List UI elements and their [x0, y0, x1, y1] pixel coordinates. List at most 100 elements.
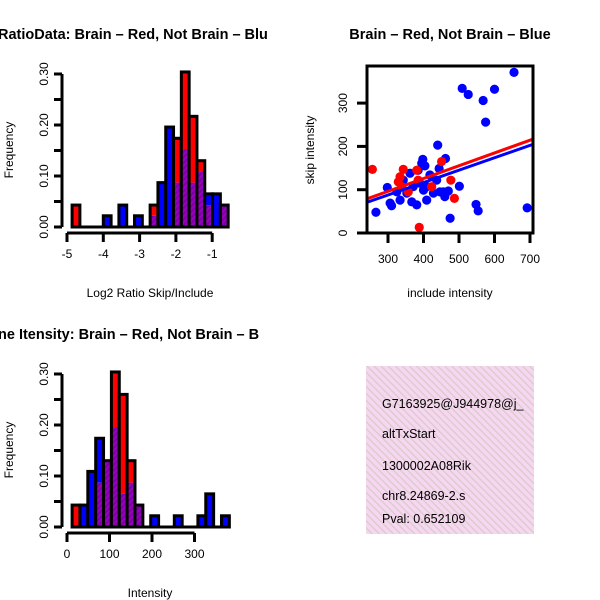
x-tick-label: -3 — [134, 247, 145, 261]
bar-outline — [172, 514, 184, 529]
point-not-brain — [478, 95, 488, 106]
bar-overlap — [135, 505, 143, 527]
point-brain — [412, 165, 422, 175]
chart-title: ne Itensity: Brain – Red, Not Brain – B — [0, 327, 259, 343]
point-not-brain — [371, 207, 381, 217]
point-brain — [446, 175, 456, 185]
bar-overlap — [111, 427, 120, 527]
bar-overlap — [119, 493, 128, 527]
y-axis-label: Frequency — [2, 422, 16, 479]
point-not-brain — [407, 197, 417, 207]
histogram-bars — [70, 70, 230, 229]
bar-not-brain — [95, 438, 104, 483]
bar-brain — [189, 116, 197, 183]
bar-overlap — [103, 460, 112, 527]
point-not-brain — [433, 140, 443, 150]
bar-not-brain — [205, 493, 214, 527]
bar-overlap — [220, 205, 229, 227]
point-brain — [449, 193, 459, 203]
info-pval: Pval: 0.652109 — [382, 512, 465, 526]
info-line-location: chr8.24869-2.s — [382, 489, 465, 503]
bar-overlap — [150, 215, 158, 227]
info-line-gene: 1300002A08Rik — [382, 459, 472, 473]
y-tick-label: 0.20 — [37, 113, 51, 137]
y-tick-label: 0.00 — [37, 215, 51, 239]
bar-not-brain — [87, 471, 96, 527]
point-not-brain — [417, 158, 427, 168]
bar-not-brain — [165, 127, 174, 227]
point-not-brain — [422, 195, 432, 205]
point-not-brain — [445, 213, 455, 223]
point-brain — [414, 222, 424, 232]
bar-not-brain — [157, 182, 166, 227]
bar-brain — [72, 505, 80, 527]
bar-brain — [72, 205, 80, 227]
point-not-brain — [481, 117, 491, 127]
histogram-log2-ratio: RatioData: Brain – Red, Not Brain – Blu … — [0, 27, 268, 300]
bar-overlap — [196, 171, 205, 227]
point-brain — [398, 164, 408, 174]
chart-title: Brain – Red, Not Brain – Blue — [349, 27, 550, 43]
point-not-brain — [435, 187, 445, 197]
fit-line-not-brain — [367, 142, 533, 204]
point-not-brain — [418, 185, 429, 195]
info-line-id: G7163925@J944978@j_ — [382, 397, 525, 411]
bar-overlap — [127, 482, 135, 527]
y-tick-label: 300 — [336, 93, 350, 113]
y-tick-label: 0.00 — [37, 515, 51, 539]
bar-outline — [125, 459, 137, 529]
x-axis-label: Intensity — [128, 586, 173, 600]
y-tick-label: 200 — [336, 136, 350, 156]
bar-overlap — [189, 182, 197, 227]
bar-outline — [117, 203, 129, 229]
bar-not-brain — [118, 205, 127, 227]
y-tick-label: 0.20 — [37, 413, 51, 437]
x-tick-label: 700 — [520, 252, 540, 266]
bar-outline — [70, 203, 82, 229]
histogram-intensity: ne Itensity: Brain – Red, Not Brain – B … — [0, 327, 259, 600]
point-brain — [427, 182, 437, 192]
y-axis-label: skip intensity — [303, 116, 317, 185]
y-tick-label: 0.10 — [37, 464, 51, 488]
bar-overlap — [95, 482, 104, 527]
bar-brain — [181, 71, 190, 150]
bar-brain — [196, 160, 205, 172]
bar-not-brain — [221, 515, 230, 527]
bar-not-brain — [150, 515, 159, 527]
axes: 0.00 0.10 0.20 0.30 0 100 200 300 — [37, 362, 205, 561]
scatter-points — [367, 67, 533, 232]
bar-brain — [111, 371, 120, 428]
point-not-brain — [454, 181, 464, 191]
bar-brain — [173, 138, 182, 183]
point-not-brain — [457, 83, 467, 93]
info-box: G7163925@J944978@j_ altTxStart 1300002A0… — [366, 366, 534, 534]
y-axis-label: Frequency — [2, 122, 16, 179]
bar-outline — [133, 503, 145, 529]
point-not-brain — [473, 206, 483, 216]
chart-title: RatioData: Brain – Red, Not Brain – Blu — [0, 27, 268, 43]
info-line-type: altTxStart — [382, 427, 436, 441]
x-tick-label: -4 — [98, 247, 109, 261]
point-brain — [437, 156, 447, 167]
x-tick-label: -2 — [171, 247, 182, 261]
point-not-brain — [463, 89, 473, 100]
bar-outline — [101, 214, 113, 229]
y-tick-label: 0.10 — [37, 164, 51, 188]
axes: 300 400 500 600 700 0 100 200 300 — [336, 93, 540, 266]
plot-frame — [365, 64, 535, 235]
x-tick-label: 0 — [64, 547, 71, 561]
bar-outline — [204, 492, 216, 529]
bar-not-brain — [204, 193, 213, 206]
bar-overlap — [204, 205, 213, 227]
x-tick-label: 300 — [184, 547, 204, 561]
bar-brain — [150, 205, 158, 216]
bar-brain — [119, 394, 128, 494]
y-tick-label: 0.30 — [37, 362, 51, 386]
x-tick-label: 100 — [99, 547, 119, 561]
x-tick-label: 500 — [449, 252, 469, 266]
point-not-brain — [489, 84, 500, 94]
point-not-brain — [522, 203, 532, 213]
bar-overlap — [181, 149, 190, 227]
x-tick-label: -1 — [207, 247, 218, 261]
